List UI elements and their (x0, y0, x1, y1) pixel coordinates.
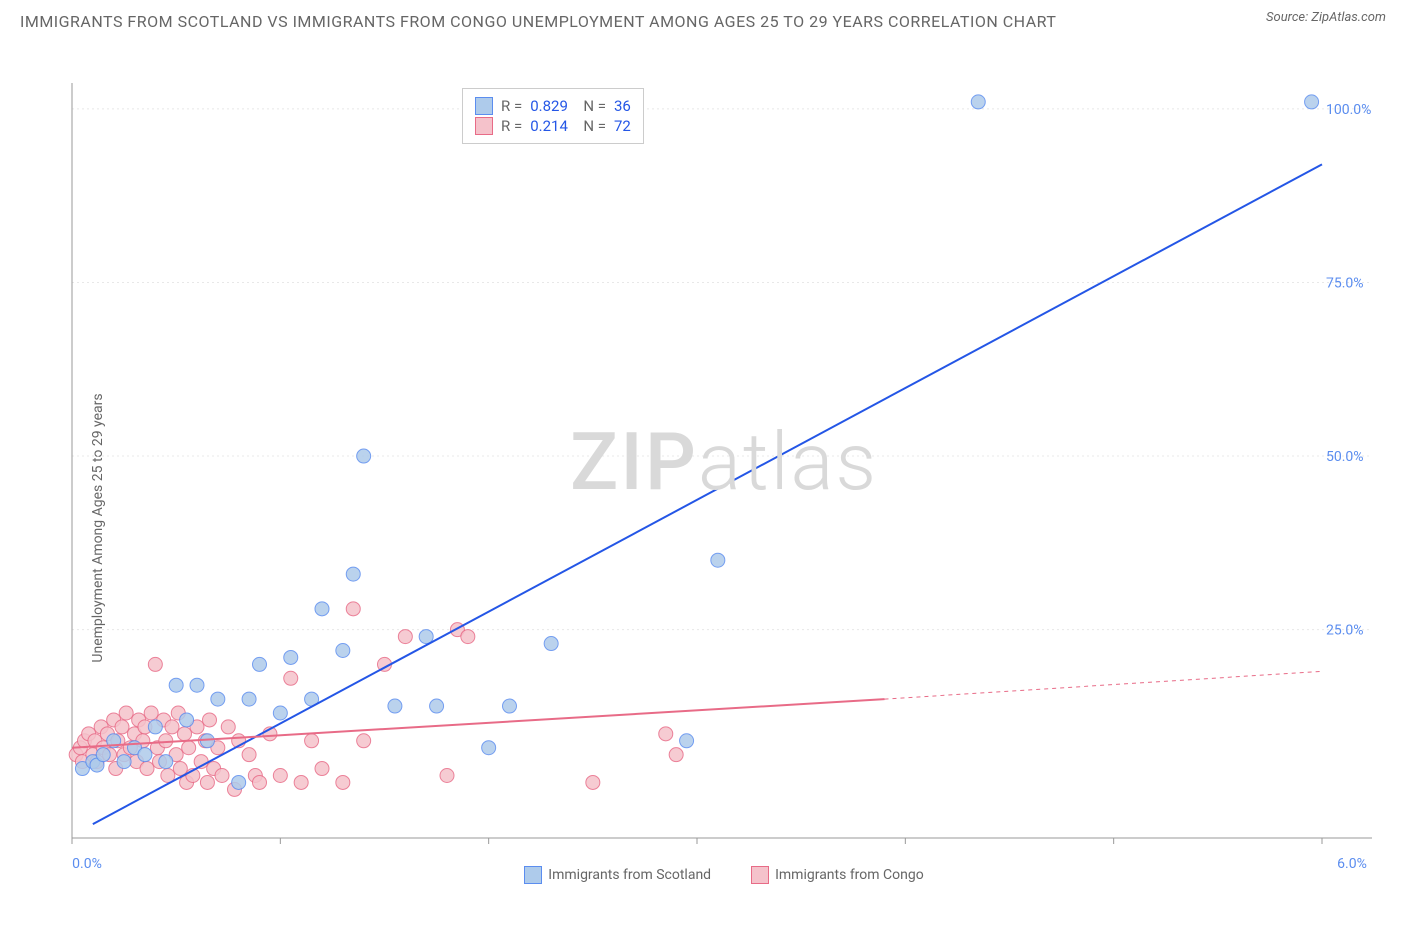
svg-text:100.0%: 100.0% (1326, 102, 1371, 118)
swatch-pink-icon (751, 866, 769, 884)
legend-n-label: N = (576, 97, 606, 115)
legend-row-congo: R = 0.214 N = 72 (475, 117, 631, 135)
swatch-pink (475, 117, 493, 135)
scatter-plot: 25.0%50.0%75.0%100.0%0.0%6.0% (62, 78, 1386, 878)
bottom-legend-congo-label: Immigrants from Congo (775, 867, 924, 883)
legend-row-scotland: R = 0.829 N = 36 (475, 97, 631, 115)
legend-r-label: R = (501, 97, 522, 115)
swatch-blue-icon (524, 866, 542, 884)
chart-title: IMMIGRANTS FROM SCOTLAND VS IMMIGRANTS F… (20, 10, 1056, 34)
source-attribution: Source: ZipAtlas.com (1266, 10, 1386, 25)
bottom-legend-congo: Immigrants from Congo (751, 866, 924, 884)
legend-n-congo: 72 (614, 117, 631, 135)
bottom-legend: Immigrants from Scotland Immigrants from… (62, 866, 1386, 884)
chart-container: Unemployment Among Ages 25 to 29 years 2… (62, 78, 1386, 878)
legend-r-congo: 0.214 (530, 117, 568, 135)
swatch-blue (475, 97, 493, 115)
legend-r-scotland: 0.829 (530, 97, 568, 115)
legend-r-label: R = (501, 117, 522, 135)
bottom-legend-scotland-label: Immigrants from Scotland (548, 867, 711, 883)
svg-text:50.0%: 50.0% (1326, 449, 1364, 465)
legend-n-label: N = (576, 117, 606, 135)
svg-text:25.0%: 25.0% (1326, 623, 1364, 639)
svg-text:75.0%: 75.0% (1326, 275, 1364, 291)
correlation-legend: R = 0.829 N = 36 R = 0.214 N = 72 (462, 88, 644, 144)
legend-n-scotland: 36 (614, 97, 631, 115)
bottom-legend-scotland: Immigrants from Scotland (524, 866, 711, 884)
